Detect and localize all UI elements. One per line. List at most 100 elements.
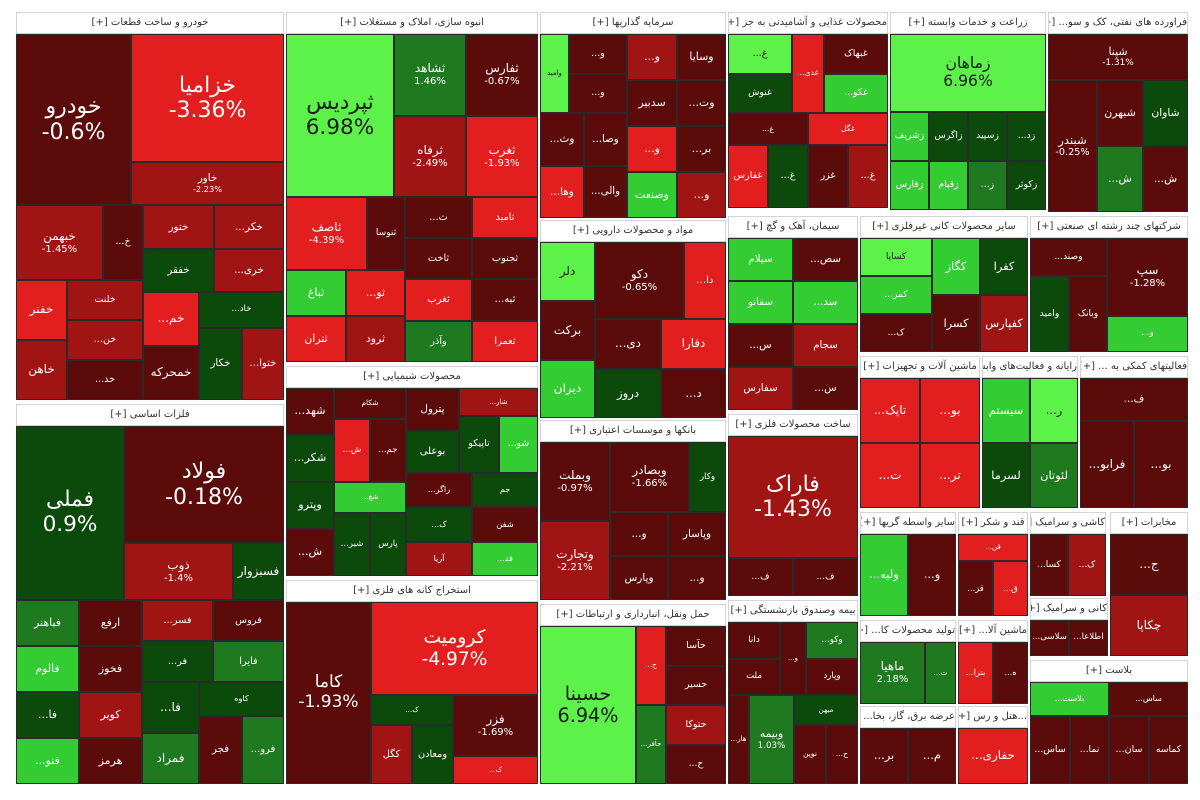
stock-tile[interactable]: ...حفاری [958, 728, 1028, 784]
stock-tile[interactable]: ...ف [728, 558, 793, 596]
sector-header[interactable]: فراورده های نفتی، کک و سو... [+] [1048, 12, 1188, 34]
stock-tile[interactable]: وصنعت [627, 172, 677, 218]
stock-tile[interactable]: زفارس [890, 161, 929, 210]
stock-tile[interactable]: ثجنوب [472, 238, 538, 279]
stock-tile[interactable]: ...ج [1110, 534, 1188, 595]
stock-tile[interactable]: ...ز [968, 161, 1007, 210]
sector-header[interactable]: ساخت محصولات فلزی [+] [728, 414, 858, 436]
stock-tile[interactable]: غفارس [728, 145, 768, 208]
stock-tile[interactable]: ختور [143, 205, 214, 249]
stock-tile[interactable]: ماهیا 2.18% [860, 642, 925, 704]
stock-tile[interactable]: لئوتان [1030, 443, 1078, 508]
stock-tile[interactable]: کماسه [1149, 716, 1188, 784]
sector-header[interactable]: تولید محصولات کا... [+] [860, 620, 956, 642]
stock-tile[interactable]: ...حآفر [636, 705, 666, 784]
stock-tile[interactable]: ...قز [958, 561, 993, 616]
stock-tile[interactable]: ثاخت [405, 238, 472, 279]
stock-tile[interactable]: ...ک [371, 695, 453, 725]
stock-tile[interactable]: ...فا [16, 692, 79, 738]
stock-tile[interactable]: ومعادن [412, 725, 453, 784]
stock-tile[interactable]: شاوان [1143, 80, 1188, 146]
stock-tile[interactable]: ...راگر [406, 473, 472, 507]
stock-tile[interactable]: ...ح [826, 725, 858, 784]
stock-tile[interactable]: ...خکر [214, 205, 284, 249]
stock-tile[interactable]: میهن [794, 695, 858, 725]
stock-tile[interactable]: شبندر -0.25% [1048, 80, 1097, 212]
stock-tile[interactable]: ثتران [286, 316, 346, 362]
stock-tile[interactable]: فملی 0.9% [16, 426, 124, 600]
stock-tile[interactable]: ...ساس [1109, 682, 1188, 716]
sector-header[interactable]: سایر واسطه گریها [+] [860, 512, 956, 534]
stock-tile[interactable]: دروز [595, 369, 661, 418]
sector-header[interactable]: مواد و محصولات دارویی [+] [540, 220, 726, 242]
stock-tile[interactable]: فجر [199, 716, 242, 784]
stock-tile[interactable]: دیران [540, 360, 595, 418]
stock-tile[interactable]: سدبیر [627, 80, 677, 126]
stock-tile[interactable]: خاور -2.23% [131, 162, 284, 205]
sector-header[interactable]: ماشین آلات و تجهیزات [+] [860, 356, 980, 378]
stock-tile[interactable]: غگل [808, 113, 888, 145]
stock-tile[interactable]: کرومیت -4.97% [371, 602, 538, 695]
stock-tile[interactable]: وپارد [806, 659, 858, 695]
stock-tile[interactable]: دانا [728, 622, 780, 659]
stock-tile[interactable]: تاپیکو [459, 416, 499, 473]
stock-tile[interactable]: ...و [610, 512, 668, 556]
stock-tile[interactable]: حآسا [666, 626, 726, 666]
sector-header[interactable]: خودرو و ساخت قطعات [+] [16, 12, 284, 34]
stock-tile[interactable]: ...ختوا [242, 328, 284, 400]
sector-header[interactable]: زراعت و خدمات وابسته [+] [890, 12, 1046, 34]
stock-tile[interactable]: ...ولیه [860, 534, 908, 616]
stock-tile[interactable]: ...ش [1097, 146, 1143, 212]
stock-tile[interactable]: ...ساس [1030, 716, 1070, 784]
stock-tile[interactable]: ...س [793, 367, 858, 410]
stock-tile[interactable]: وپاسار [668, 512, 726, 556]
stock-tile[interactable]: ارفع [79, 600, 142, 646]
stock-tile[interactable]: حسینا 6.94% [540, 626, 636, 784]
stock-tile[interactable]: ...وصند [1030, 238, 1107, 276]
stock-tile[interactable]: ...زد [1007, 112, 1046, 161]
stock-tile[interactable]: برکت [540, 301, 595, 360]
stock-tile[interactable]: لسرما [982, 443, 1030, 508]
stock-tile[interactable]: خزامیا -3.36% [131, 34, 284, 162]
stock-tile[interactable]: خمحرکه [143, 346, 199, 400]
stock-tile[interactable]: پارس [370, 513, 406, 576]
stock-tile[interactable]: خاهن [16, 340, 67, 400]
stock-tile[interactable]: خکار [199, 328, 242, 400]
stock-tile[interactable]: ...ف [793, 558, 858, 596]
stock-tile[interactable]: فاراک -1.43% [728, 436, 858, 558]
stock-tile[interactable]: ثرفاه -2.49% [394, 116, 466, 197]
sector-header[interactable]: بلاست [+] [1030, 660, 1188, 682]
stock-tile[interactable]: ...د [661, 369, 726, 418]
stock-tile[interactable]: ...فرابو [1080, 421, 1134, 508]
stock-tile[interactable]: ...وث [540, 113, 584, 166]
stock-tile[interactable]: کسرا [932, 295, 980, 352]
sector-header[interactable]: قند و شکر [+] [958, 512, 1028, 534]
stock-tile[interactable]: ...اطلاعا [1069, 620, 1108, 656]
stock-tile[interactable]: ...و [569, 34, 627, 74]
stock-tile[interactable]: ...ح [666, 745, 726, 784]
stock-tile[interactable]: ...فد [472, 542, 538, 576]
sector-header[interactable]: حمل ونقل، انبارداری و ارتباطات [+] [540, 604, 726, 626]
stock-tile[interactable]: ...بو [1134, 421, 1188, 508]
sector-header[interactable]: محصولات شیمیایی [+] [286, 366, 538, 388]
stock-tile[interactable]: دلر [540, 242, 595, 301]
stock-tile[interactable]: ...و [908, 534, 956, 616]
stock-tile[interactable]: ثغرب [405, 279, 472, 321]
stock-tile[interactable]: هرمز [79, 738, 142, 784]
stock-tile[interactable]: وکار [689, 442, 726, 512]
stock-tile[interactable]: حسیر [666, 666, 726, 705]
stock-tile[interactable]: فروس [213, 600, 284, 641]
stock-tile[interactable]: ...ک [860, 314, 932, 352]
sector-header[interactable]: مخابرات [+] [1110, 512, 1188, 534]
stock-tile[interactable]: فایرا [213, 641, 284, 682]
stock-tile[interactable]: وپترو [286, 482, 334, 529]
stock-tile[interactable]: ...غ [728, 113, 808, 145]
stock-tile[interactable]: ...شیر [334, 513, 370, 576]
stock-tile[interactable]: ...و [677, 172, 726, 218]
stock-tile[interactable]: ...غ [728, 34, 792, 74]
stock-tile[interactable]: نوین [794, 725, 826, 784]
stock-tile[interactable]: ثغرب -1.93% [466, 116, 538, 197]
stock-tile[interactable]: ...دی [595, 319, 661, 369]
stock-tile[interactable]: ...ق [993, 561, 1028, 616]
stock-tile[interactable]: زماهان 6.96% [890, 34, 1046, 112]
